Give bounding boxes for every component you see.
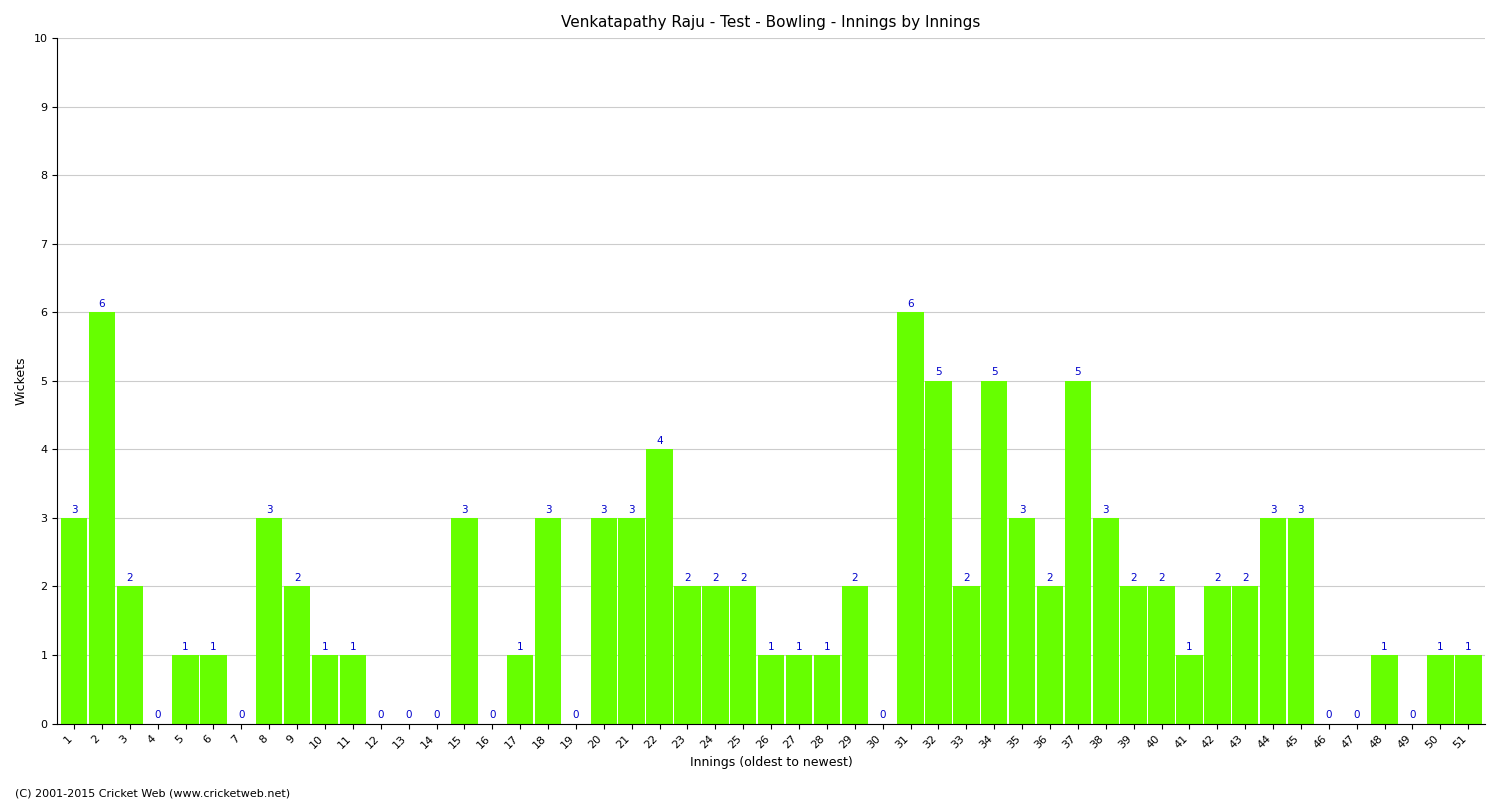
Text: 2: 2	[1158, 573, 1166, 583]
Bar	[256, 518, 282, 723]
Bar	[1371, 655, 1398, 723]
Text: 3: 3	[1298, 505, 1305, 514]
Bar	[646, 450, 674, 723]
Text: 2: 2	[1214, 573, 1221, 583]
Text: 3: 3	[1019, 505, 1026, 514]
Text: 0: 0	[154, 710, 160, 720]
Bar	[1232, 586, 1258, 723]
Text: 0: 0	[489, 710, 495, 720]
Bar	[952, 586, 980, 723]
Bar	[786, 655, 813, 723]
Text: 5: 5	[934, 367, 942, 378]
Bar	[981, 381, 1008, 723]
Bar	[1120, 586, 1148, 723]
Text: 2: 2	[712, 573, 718, 583]
Text: 5: 5	[1074, 367, 1082, 378]
Text: 0: 0	[573, 710, 579, 720]
Bar	[1036, 586, 1064, 723]
Text: 2: 2	[1047, 573, 1053, 583]
Bar	[1204, 586, 1230, 723]
Bar	[1092, 518, 1119, 723]
Text: 0: 0	[405, 710, 412, 720]
Text: 3: 3	[70, 505, 78, 514]
Text: 0: 0	[433, 710, 439, 720]
Bar	[702, 586, 729, 723]
Bar	[730, 586, 756, 723]
Text: 1: 1	[824, 642, 830, 652]
Text: 3: 3	[1102, 505, 1108, 514]
Text: 2: 2	[126, 573, 134, 583]
Title: Venkatapathy Raju - Test - Bowling - Innings by Innings: Venkatapathy Raju - Test - Bowling - Inn…	[561, 15, 981, 30]
Bar	[813, 655, 840, 723]
Bar	[452, 518, 477, 723]
Bar	[1010, 518, 1035, 723]
Bar	[1149, 586, 1174, 723]
Text: 0: 0	[1408, 710, 1416, 720]
Bar	[674, 586, 700, 723]
Text: 1: 1	[182, 642, 189, 652]
Text: 1: 1	[350, 642, 355, 652]
Bar	[312, 655, 338, 723]
Bar	[88, 312, 116, 723]
Bar	[758, 655, 784, 723]
Bar	[284, 586, 310, 723]
Bar	[536, 518, 561, 723]
Text: 3: 3	[544, 505, 552, 514]
Text: (C) 2001-2015 Cricket Web (www.cricketweb.net): (C) 2001-2015 Cricket Web (www.cricketwe…	[15, 788, 290, 798]
Text: 5: 5	[992, 367, 998, 378]
Text: 0: 0	[378, 710, 384, 720]
Text: 3: 3	[1270, 505, 1276, 514]
Text: 2: 2	[1242, 573, 1248, 583]
Text: 1: 1	[210, 642, 216, 652]
Text: 0: 0	[879, 710, 886, 720]
Text: 1: 1	[1186, 642, 1192, 652]
Bar	[591, 518, 616, 723]
Text: 1: 1	[518, 642, 524, 652]
Text: 1: 1	[795, 642, 802, 652]
Bar	[1426, 655, 1454, 723]
Bar	[618, 518, 645, 723]
Text: 1: 1	[1466, 642, 1472, 652]
Text: 2: 2	[1131, 573, 1137, 583]
Text: 2: 2	[852, 573, 858, 583]
Bar	[200, 655, 226, 723]
Bar	[1065, 381, 1090, 723]
Text: 2: 2	[740, 573, 747, 583]
Text: 3: 3	[266, 505, 273, 514]
Text: 6: 6	[908, 299, 914, 309]
Text: 3: 3	[460, 505, 468, 514]
Text: 2: 2	[684, 573, 692, 583]
Text: 1: 1	[1437, 642, 1443, 652]
Bar	[1287, 518, 1314, 723]
Bar	[62, 518, 87, 723]
Bar	[842, 586, 868, 723]
Y-axis label: Wickets: Wickets	[15, 357, 28, 405]
Text: 0: 0	[1353, 710, 1360, 720]
Bar	[507, 655, 534, 723]
Text: 0: 0	[238, 710, 244, 720]
Bar	[897, 312, 924, 723]
Text: 3: 3	[628, 505, 634, 514]
Bar	[172, 655, 200, 723]
Text: 3: 3	[600, 505, 608, 514]
Bar	[339, 655, 366, 723]
Bar	[1260, 518, 1287, 723]
Text: 2: 2	[963, 573, 969, 583]
Text: 0: 0	[1326, 710, 1332, 720]
Bar	[926, 381, 951, 723]
Text: 6: 6	[99, 299, 105, 309]
Text: 1: 1	[1382, 642, 1388, 652]
Bar	[1455, 655, 1482, 723]
Text: 1: 1	[321, 642, 328, 652]
Bar	[1176, 655, 1203, 723]
Text: 1: 1	[768, 642, 774, 652]
Bar	[117, 586, 142, 723]
Text: 4: 4	[657, 436, 663, 446]
Text: 2: 2	[294, 573, 300, 583]
X-axis label: Innings (oldest to newest): Innings (oldest to newest)	[690, 756, 852, 769]
